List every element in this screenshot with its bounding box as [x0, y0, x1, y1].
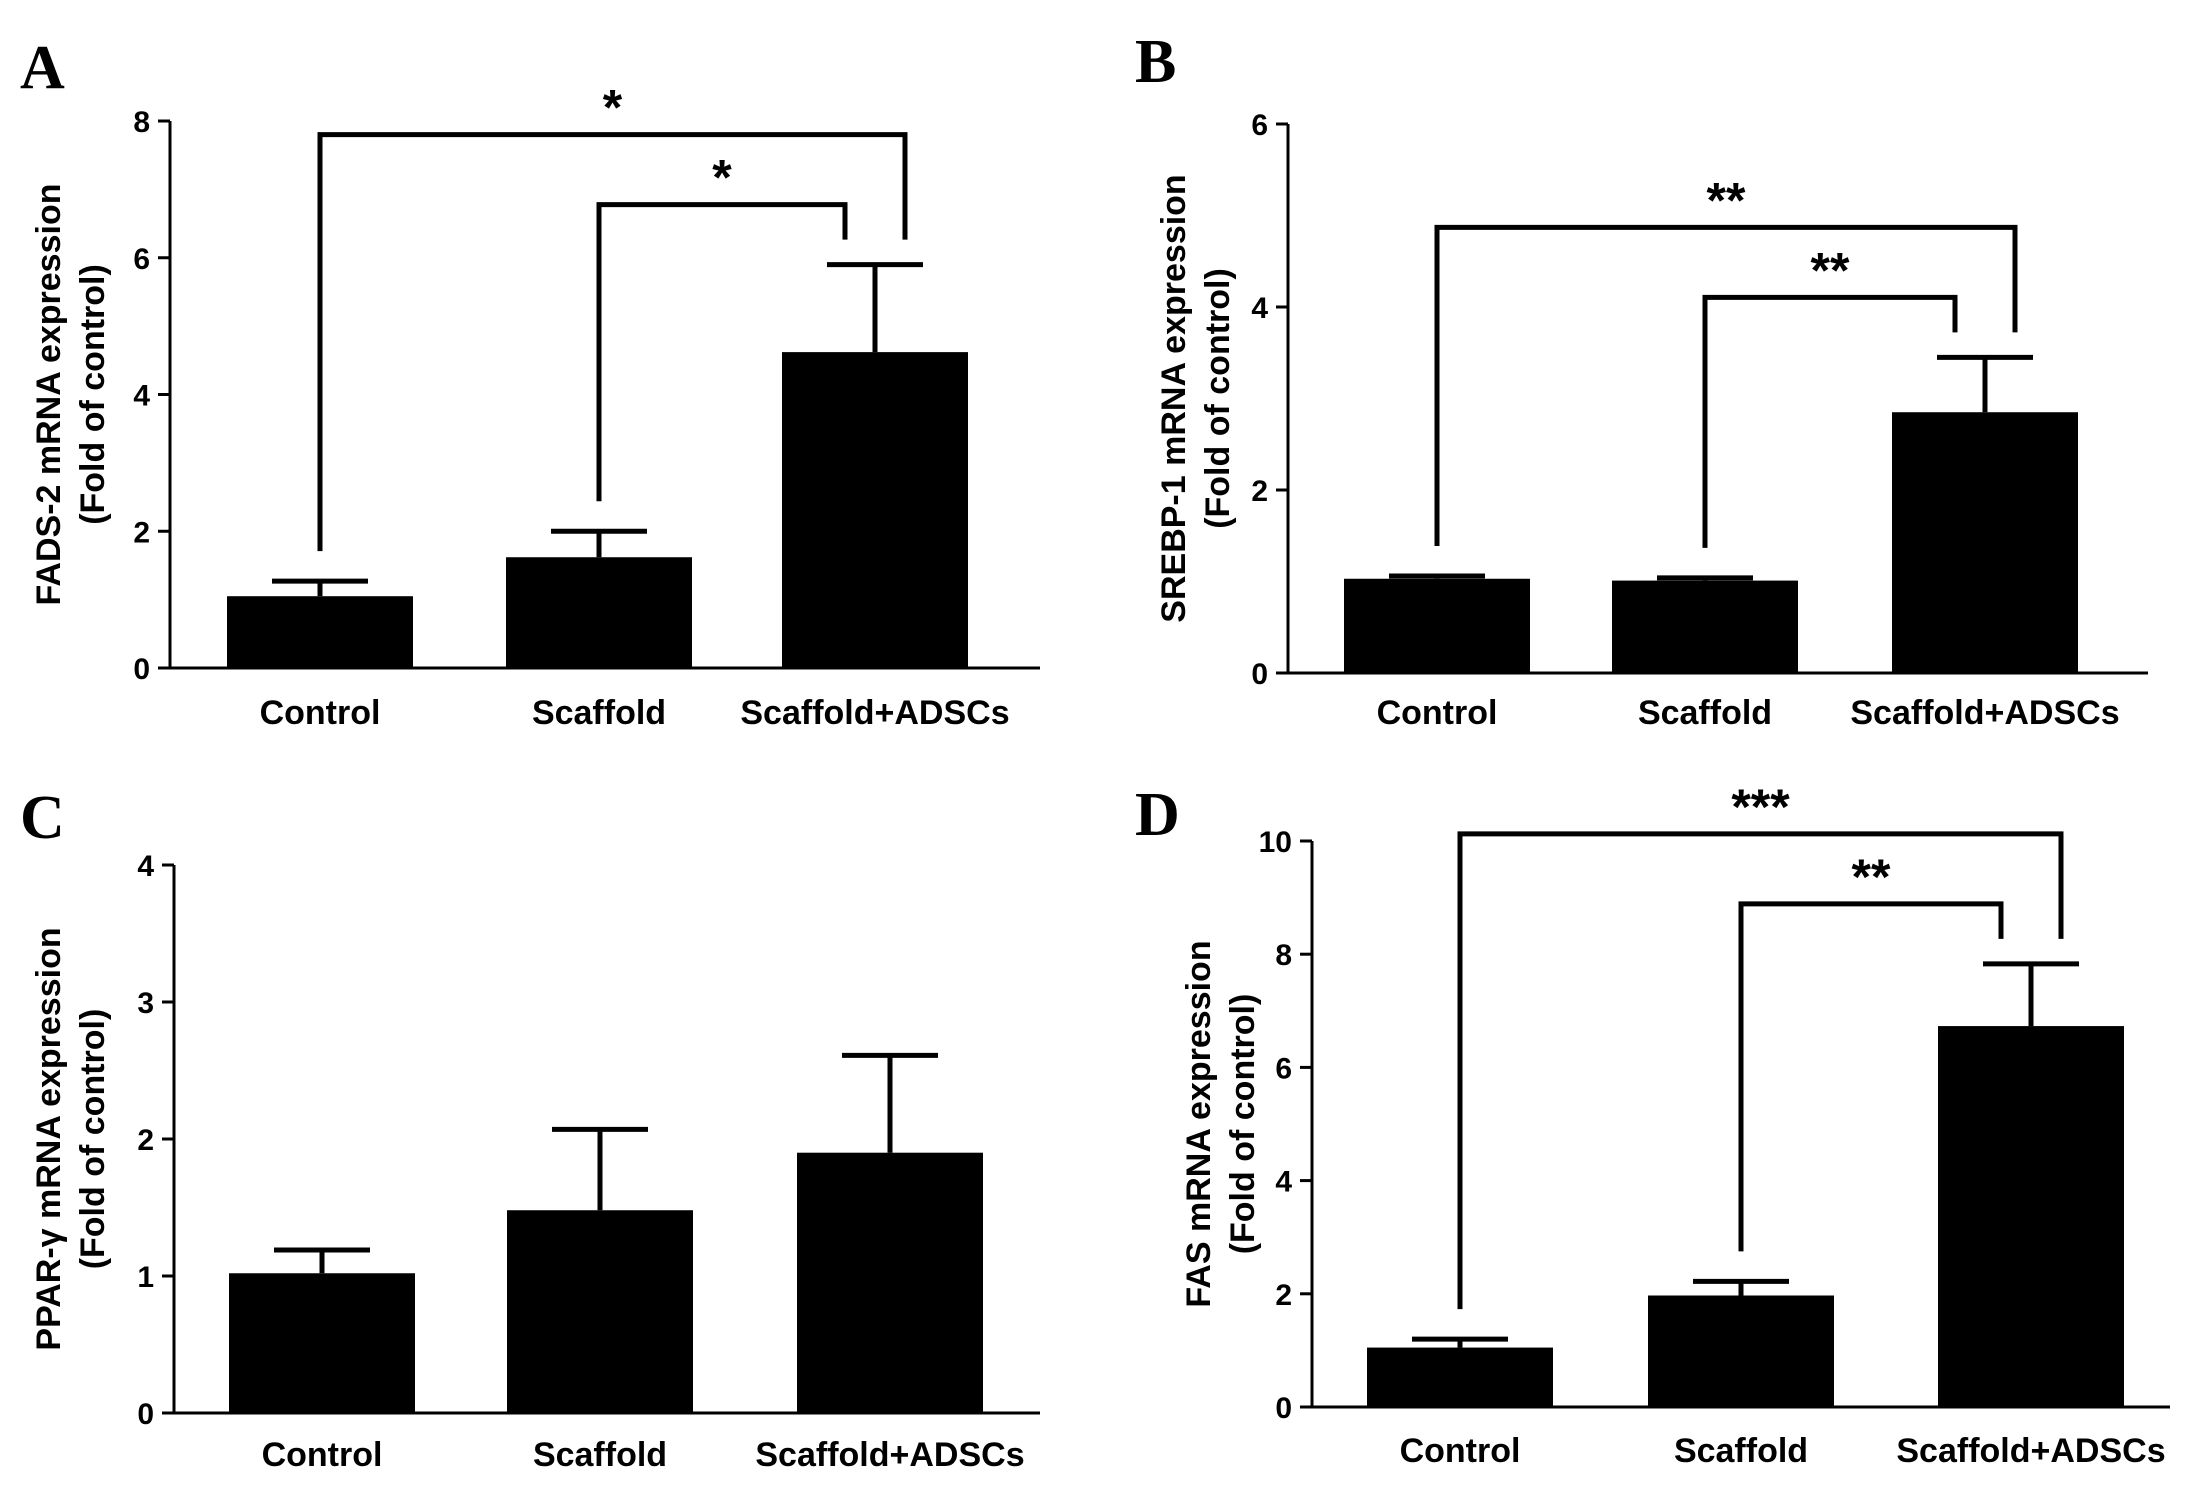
bar-scaffold: [1648, 1295, 1834, 1407]
y-tick-label: 1: [137, 1261, 154, 1294]
x-tick-label: Scaffold: [1674, 1432, 1808, 1470]
panel-letter-c: C: [20, 784, 65, 852]
bar-control: [227, 596, 413, 668]
y-axis-title-b: SREBP-1 mRNA expression (Fold of control): [1155, 174, 1237, 622]
x-tick-label: Control: [1377, 694, 1498, 732]
panel-letter-a: A: [20, 34, 65, 102]
y-axis-title-line2: (Fold of control): [1224, 994, 1262, 1255]
y-tick-label: 0: [133, 653, 150, 686]
x-tick-label: Scaffold+ADSCs: [740, 694, 1009, 732]
bar-scaffold-adscs: [1938, 1026, 2124, 1407]
y-tick-label: 0: [137, 1398, 154, 1431]
bar-control: [1367, 1347, 1553, 1407]
panel-d: D FAS mRNA expression (Fold of control) 0 2 4…: [1135, 779, 2170, 1470]
y-tick-label: 6: [1275, 1052, 1292, 1085]
bar-scaffold: [506, 557, 692, 668]
significance-bracket-1: [1702, 294, 1958, 548]
significance-label-1: **: [1852, 849, 1891, 905]
x-tick-label: Control: [262, 1436, 383, 1474]
y-axis-title-line1: FAS mRNA expression: [1180, 940, 1218, 1307]
bar-scaffold: [1612, 580, 1798, 673]
y-axis-title-line2: (Fold of control): [1199, 268, 1237, 529]
y-tick-label: 4: [133, 380, 150, 413]
y-tick-label: 4: [1275, 1166, 1292, 1199]
bar-control: [1344, 578, 1530, 673]
y-tick-label: 6: [1251, 109, 1268, 142]
x-tick-label: Scaffold+ADSCs: [1850, 694, 2119, 732]
bar-scaffold: [507, 1210, 693, 1413]
y-tick-label: 2: [1251, 475, 1268, 508]
bar-control: [229, 1273, 415, 1413]
y-tick-label: 0: [1275, 1392, 1292, 1425]
y-axis-title-line1: FADS-2 mRNA expression: [30, 184, 68, 606]
significance-bracket-1: [1738, 901, 2004, 1252]
x-tick-label: Control: [260, 694, 381, 732]
y-tick-label: 2: [133, 516, 150, 549]
y-tick-label: 0: [1251, 658, 1268, 691]
y-tick-label: 4: [137, 850, 154, 883]
significance-bracket-1: [596, 202, 848, 502]
y-tick-label: 4: [1251, 292, 1268, 325]
x-tick-label: Scaffold+ADSCs: [755, 1436, 1024, 1474]
x-tick-label: Scaffold+ADSCs: [1896, 1432, 2165, 1470]
y-tick-label: 8: [133, 106, 150, 139]
y-axis-title-line2: (Fold of control): [74, 264, 112, 525]
significance-bracket-0: [1457, 831, 2064, 1310]
y-tick-label: 6: [133, 243, 150, 276]
panel-c: C PPAR-γ mRNA expression (Fold of control)…: [20, 784, 1040, 1474]
significance-bracket-0: [1434, 224, 2018, 547]
x-tick-label: Scaffold: [532, 694, 666, 732]
panel-letter-b: B: [1135, 28, 1176, 96]
significance-label-0: *: [603, 80, 623, 136]
y-axis-title-line1: PPAR-γ mRNA expression: [30, 927, 68, 1350]
y-axis-title-a: FADS-2 mRNA expression (Fold of control): [30, 184, 112, 606]
y-tick-label: 3: [137, 987, 154, 1020]
y-tick-label: 2: [137, 1124, 154, 1157]
y-tick-label: 2: [1275, 1279, 1292, 1312]
x-tick-label: Scaffold: [533, 1436, 667, 1474]
bar-scaffold-adscs: [782, 352, 968, 668]
significance-label-1: **: [1811, 242, 1850, 298]
y-tick-label: 8: [1275, 939, 1292, 972]
y-axis-title-line1: SREBP-1 mRNA expression: [1155, 174, 1193, 622]
x-tick-label: Control: [1400, 1432, 1521, 1470]
significance-label-0: **: [1707, 172, 1746, 228]
y-axis-title-c: PPAR-γ mRNA expression (Fold of control): [30, 927, 112, 1350]
x-tick-label: Scaffold: [1638, 694, 1772, 732]
panel-b: B SREBP-1 mRNA expression (Fold of control…: [1135, 28, 2148, 732]
significance-label-1: *: [712, 150, 732, 206]
significance-label-0: ***: [1731, 779, 1790, 835]
bar-scaffold-adscs: [1892, 412, 2078, 673]
panel-a: A FADS-2 mRNA expression (Fold of control)…: [20, 34, 1040, 732]
bar-scaffold-adscs: [797, 1152, 983, 1413]
y-axis-title-d: FAS mRNA expression (Fold of control): [1180, 940, 1262, 1307]
panel-letter-d: D: [1135, 781, 1180, 849]
y-tick-label: 10: [1259, 826, 1292, 859]
y-axis-title-line2: (Fold of control): [74, 1009, 112, 1270]
significance-bracket-0: [317, 132, 908, 552]
